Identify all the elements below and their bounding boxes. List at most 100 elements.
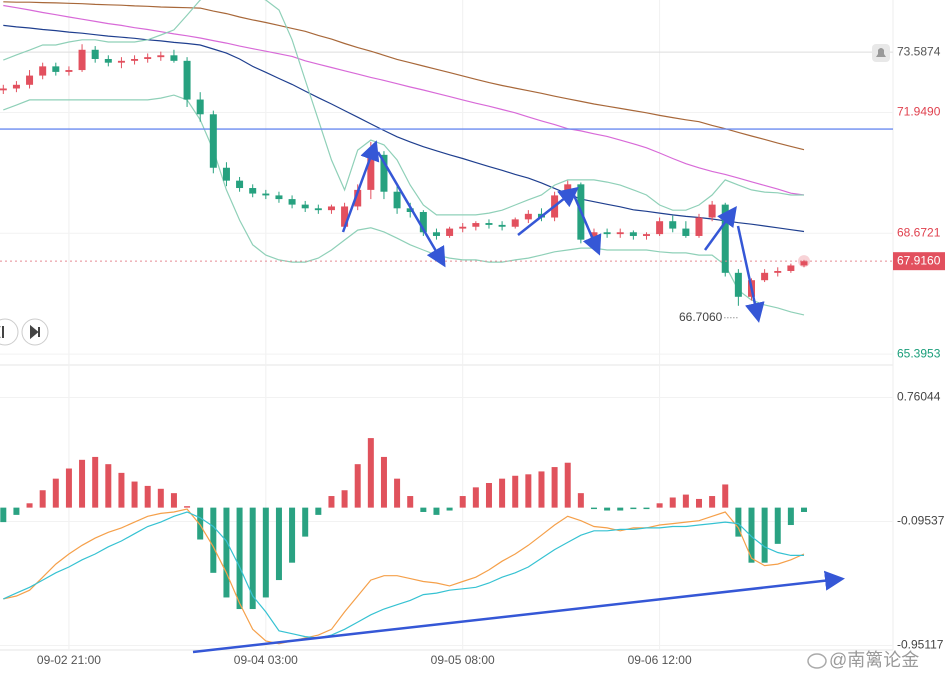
x-tick-label: 09-05 08:00 (431, 653, 495, 667)
macd-bar (735, 507, 742, 537)
last-price-dot (798, 255, 810, 268)
overlay-line (3, 0, 804, 216)
candle-body (209, 114, 217, 168)
candle-body (708, 204, 716, 218)
macd-bar (328, 496, 335, 508)
arrow (736, 225, 765, 323)
macd-bar (13, 507, 20, 515)
candle-body (78, 49, 86, 71)
candle-body (432, 232, 440, 236)
macd-bar (52, 478, 59, 508)
y-tick-label: 65.3953 (897, 346, 941, 360)
macd-bar (551, 467, 558, 508)
macd-bar (157, 488, 164, 508)
macd-bar (105, 464, 112, 508)
playback-controls[interactable] (0, 318, 49, 346)
candle-body (131, 58, 139, 61)
macd-bar (590, 507, 597, 510)
candle-body (761, 272, 769, 281)
candle-body (682, 228, 690, 236)
macd-bar (39, 490, 46, 508)
macd-bar (774, 507, 781, 544)
last-price-box (893, 252, 945, 271)
candle-body (800, 261, 808, 266)
macd-bar (197, 507, 204, 540)
candle-body (39, 66, 47, 76)
macd-bar (420, 507, 427, 512)
macd-bar (223, 507, 230, 598)
candle-body (12, 84, 20, 89)
overlay-line (3, 4, 805, 196)
candle-body (52, 66, 60, 72)
y-tick-label: 71.9490 (897, 105, 941, 119)
x-tick-label: 09-04 03:00 (234, 653, 298, 667)
candle-body (616, 232, 624, 235)
macd-bar (525, 474, 532, 508)
candle-body (393, 191, 401, 209)
macd-bar (380, 456, 387, 508)
overlay-line (3, 24, 805, 233)
candle-body (734, 272, 742, 297)
macd-bar (682, 494, 689, 508)
macd-bar (236, 507, 243, 610)
macd-bar (630, 507, 637, 510)
candle-body (288, 199, 296, 205)
candle-body (222, 167, 230, 181)
macd-bar (538, 471, 545, 508)
candle-body (91, 49, 99, 59)
candle-body (511, 219, 519, 227)
macd-bar (92, 456, 99, 508)
candle-body (603, 232, 611, 235)
macd-bar (0, 507, 7, 523)
x-tick-label: 09-02 21:00 (37, 653, 101, 667)
candle-body (0, 88, 7, 91)
candle-body (262, 193, 270, 196)
macd-bar (433, 507, 440, 515)
macd-bar (341, 490, 348, 508)
macd-bar (787, 507, 794, 526)
prev-button[interactable] (0, 318, 19, 346)
macd-bar (79, 459, 86, 508)
arrow (376, 151, 446, 268)
macd-bar (669, 497, 676, 508)
macd-bar (289, 507, 296, 563)
arrow (192, 570, 845, 654)
watermark-logo (807, 653, 827, 669)
y-tick-label: 0.76044 (897, 390, 941, 404)
macd-bar (302, 507, 309, 537)
macd-bar (131, 481, 138, 508)
macd-line (3, 511, 804, 639)
candle-body (275, 195, 283, 200)
candle-body (419, 211, 427, 233)
macd-bar (249, 507, 256, 610)
alert-icon[interactable] (872, 44, 890, 62)
candle-body (629, 232, 637, 236)
candle-body (774, 270, 782, 273)
overlay-line (3, 94, 805, 316)
candle-body (157, 55, 165, 58)
macd-bar (144, 485, 151, 508)
prev-icon (0, 326, 4, 338)
candle-body (236, 180, 244, 189)
macd-bar (761, 507, 768, 563)
macd-bar (499, 478, 506, 508)
watermark: @南篱论金 (829, 650, 919, 670)
macd-bar (262, 507, 269, 598)
candle-body (498, 224, 506, 227)
macd-bar (643, 507, 650, 510)
macd-bar (695, 498, 702, 508)
macd-bar (577, 493, 584, 508)
macd-bar (801, 507, 807, 512)
candle-body (695, 217, 703, 236)
macd-bar (512, 475, 519, 508)
candle-body (144, 57, 152, 59)
x-tick-label: 09-06 12:00 (628, 653, 692, 667)
candle-body (787, 265, 795, 271)
candle-body (117, 60, 125, 63)
candle-body (406, 208, 414, 212)
low-marker-label: 66.7060 (679, 310, 723, 324)
macd-bar (446, 507, 453, 511)
candle-body (170, 55, 178, 61)
macd-bar (367, 438, 374, 508)
